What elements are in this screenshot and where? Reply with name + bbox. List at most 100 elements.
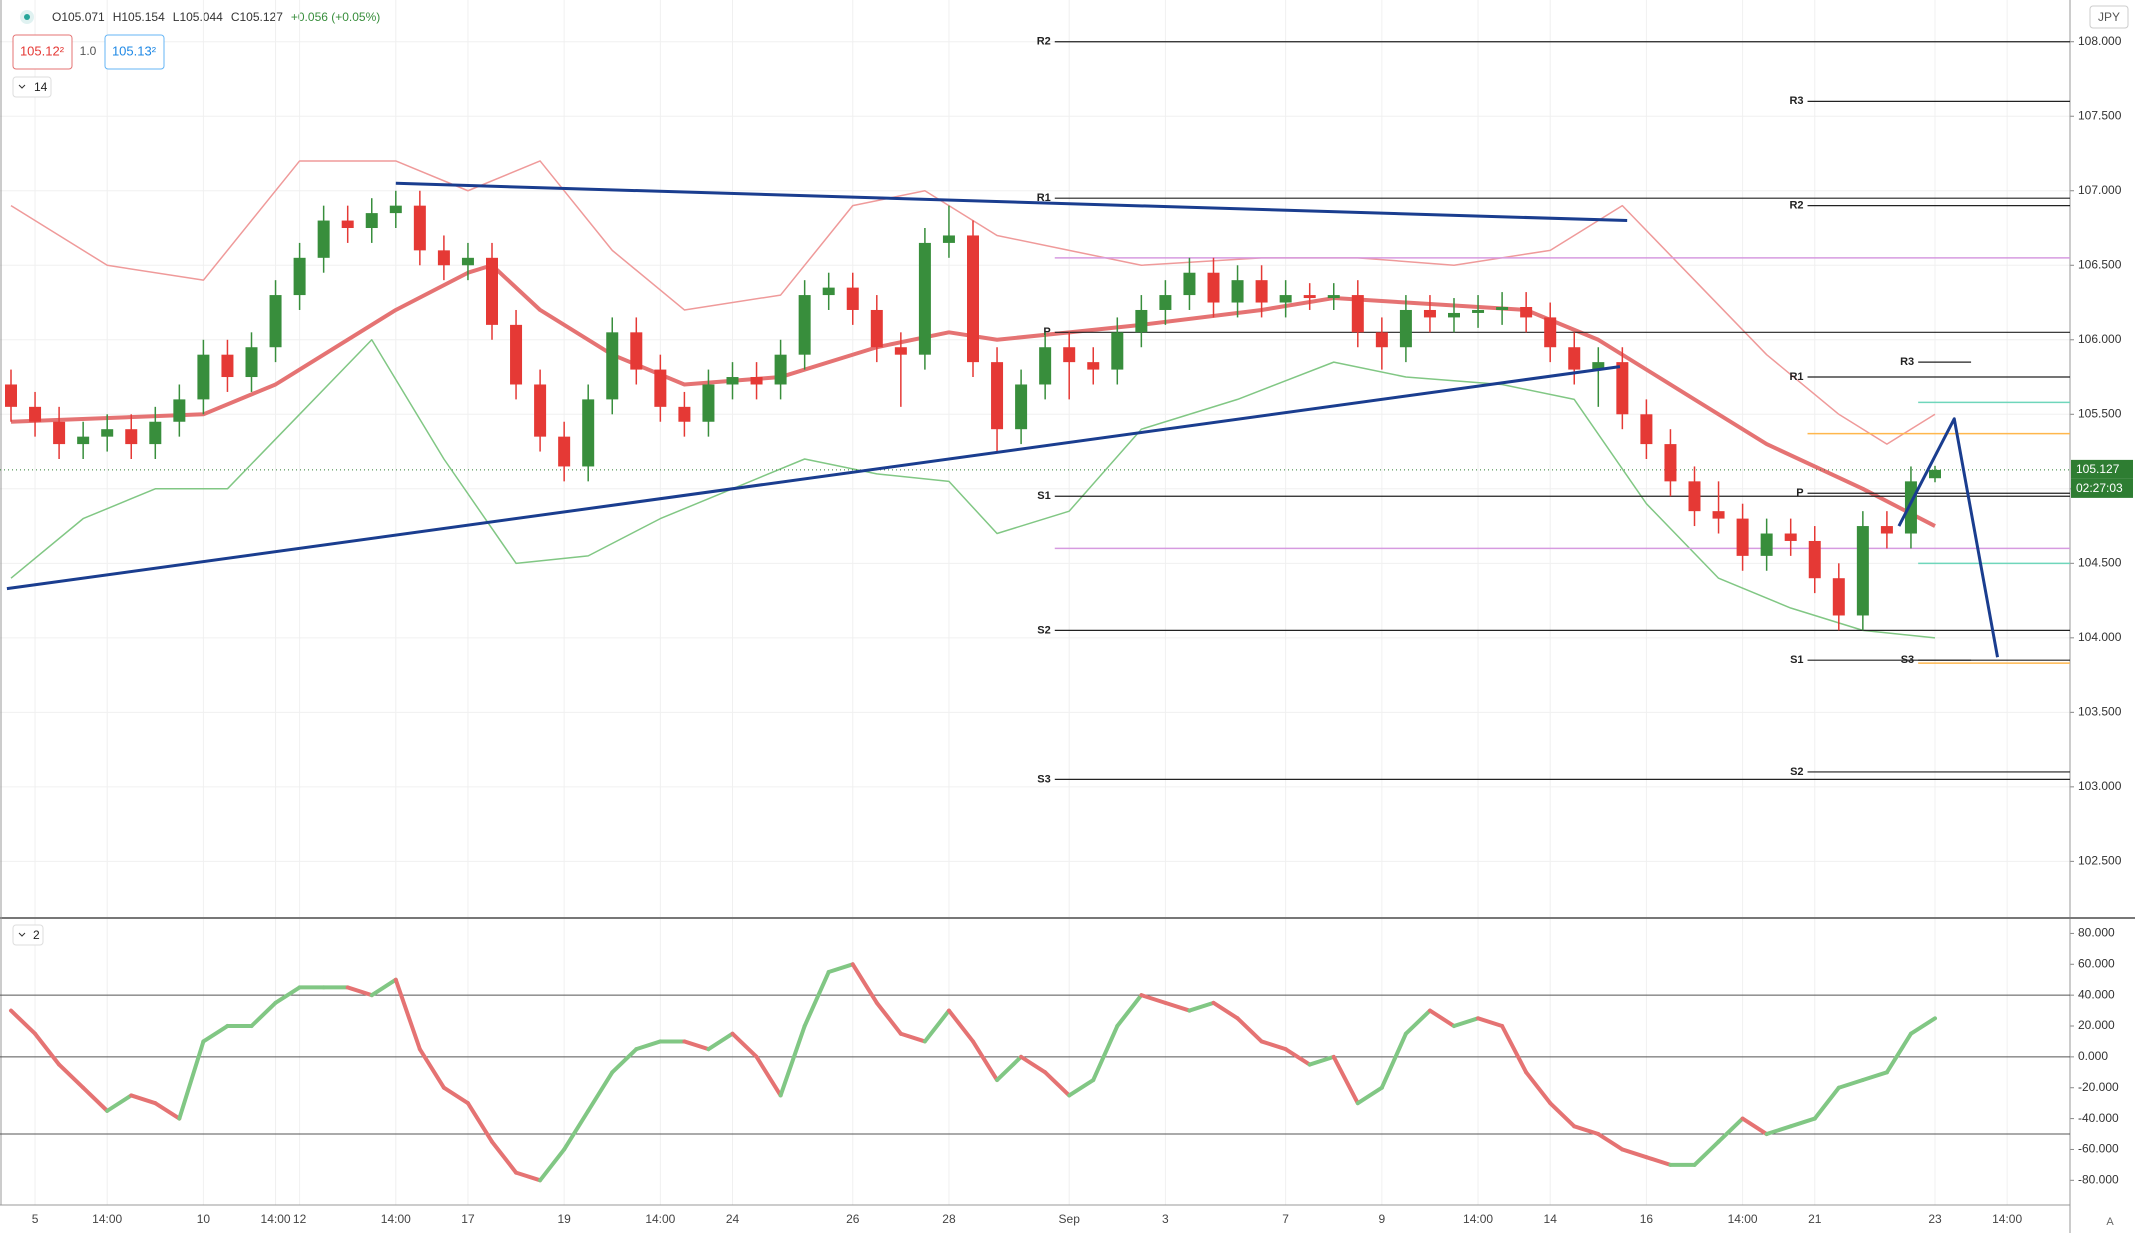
y-tick-label: 103.500	[2078, 705, 2122, 719]
y-tick-label: 103.000	[2078, 779, 2122, 793]
buy-price[interactable]: 105.13²	[112, 43, 157, 58]
osc-segment	[1115, 993, 1144, 1029]
y-tick-label: 102.500	[2078, 854, 2122, 868]
osc-segment	[417, 1047, 446, 1090]
candle-body	[534, 384, 547, 437]
pane-label[interactable]: 2	[33, 928, 40, 942]
candle-body	[991, 362, 1004, 430]
candle-body	[437, 250, 450, 266]
candle-body	[1159, 295, 1172, 310]
indicator-length[interactable]: 14	[34, 80, 48, 94]
candle-body	[1207, 272, 1220, 303]
pivot-label: R3	[1900, 356, 1914, 368]
y-tick-label: 105.500	[2078, 406, 2122, 420]
sell-price[interactable]: 105.12²	[20, 43, 65, 58]
osc-segment	[105, 1093, 134, 1113]
candle-body	[125, 429, 138, 445]
osc-segment	[850, 962, 879, 1005]
candle-body	[1832, 578, 1845, 616]
osc-segment	[153, 1101, 182, 1121]
candle-body	[341, 220, 354, 229]
candle-body	[1375, 332, 1388, 348]
candle-body	[317, 220, 330, 258]
candle-body	[1904, 481, 1917, 534]
candle-body	[1111, 332, 1124, 370]
osc-segment	[1379, 1031, 1408, 1090]
x-tick-label: 24	[726, 1212, 740, 1226]
y-tick-label: 20.000	[2078, 1018, 2115, 1032]
osc-segment	[538, 1147, 567, 1183]
osc-segment	[345, 985, 374, 998]
ohlc-value: O105.071	[52, 10, 105, 24]
y-tick-label: 104.500	[2078, 555, 2122, 569]
y-tick-label: 106.000	[2078, 332, 2122, 346]
osc-segment	[1067, 1078, 1096, 1098]
osc-segment	[1452, 1016, 1481, 1029]
y-tick-label: 106.500	[2078, 257, 2122, 271]
candle-body	[1808, 540, 1821, 579]
x-tick-label: 12	[293, 1212, 307, 1226]
pivot-label: R3	[1789, 95, 1803, 107]
osc-segment	[9, 1008, 38, 1036]
candle-body	[1279, 295, 1292, 303]
candle-body	[77, 436, 90, 445]
osc-segment	[1788, 1116, 1817, 1129]
candle-body	[1880, 526, 1893, 534]
last-price-label: 105.127	[2076, 462, 2120, 476]
osc-segment	[1259, 1039, 1288, 1052]
osc-segment	[1331, 1054, 1360, 1106]
candle-body	[918, 242, 931, 355]
candle-body	[1784, 533, 1797, 541]
x-tick-label: 14:00	[92, 1212, 122, 1226]
candle-body	[461, 257, 474, 266]
x-tick-label: 7	[1282, 1212, 1289, 1226]
y-tick-label: 0.000	[2078, 1049, 2108, 1063]
osc-segment	[1884, 1031, 1913, 1075]
candle-body	[558, 436, 571, 467]
x-tick-label: 21	[1808, 1212, 1822, 1226]
osc-segment	[1355, 1085, 1384, 1106]
scale-mode[interactable]: A	[2106, 1216, 2114, 1228]
buy-button[interactable]	[104, 34, 165, 70]
osc-segment	[1836, 1078, 1865, 1090]
y-tick-label: -80.000	[2078, 1172, 2119, 1186]
osc-segment	[586, 1070, 615, 1113]
currency-box[interactable]	[2089, 5, 2129, 29]
pane-toggle[interactable]	[12, 924, 44, 946]
countdown-box	[2071, 478, 2133, 498]
candle-body	[149, 421, 162, 445]
sell-button[interactable]	[12, 34, 73, 70]
band-line	[10, 339, 1936, 639]
osc-segment	[1812, 1085, 1841, 1121]
x-tick-label: 14:00	[261, 1212, 291, 1226]
osc-segment	[1211, 1000, 1240, 1021]
candle-body	[1664, 444, 1677, 482]
currency[interactable]: JPY	[2098, 10, 2120, 24]
candle-body	[5, 384, 17, 407]
candle-body	[1496, 306, 1509, 310]
osc-segment	[826, 962, 855, 975]
indicator-toggle[interactable]	[12, 76, 52, 98]
trend-line	[395, 181, 1628, 223]
pivot-label: S2	[1790, 766, 1803, 778]
ohlc-value: +0.056 (+0.05%)	[291, 10, 380, 24]
osc-segment	[1307, 1054, 1336, 1067]
candle-body	[1231, 280, 1244, 303]
osc-segment	[1500, 1024, 1529, 1075]
osc-segment	[1716, 1116, 1745, 1144]
candle-body	[1423, 309, 1436, 318]
candle-body	[29, 406, 42, 422]
x-tick-label: 14:00	[1992, 1212, 2022, 1226]
candle-body	[678, 406, 691, 422]
candle-body	[582, 399, 595, 467]
candle-body	[101, 429, 114, 437]
candle-body	[1568, 347, 1581, 370]
candle-body	[1063, 347, 1076, 363]
candle-body	[245, 347, 258, 378]
osc-segment	[1139, 993, 1168, 1005]
pivot-label: S1	[1790, 654, 1803, 666]
pivot-label: S2	[1037, 624, 1050, 636]
osc-segment	[57, 1062, 86, 1090]
x-tick-label: 14	[1544, 1212, 1558, 1226]
osc-segment	[129, 1093, 158, 1106]
